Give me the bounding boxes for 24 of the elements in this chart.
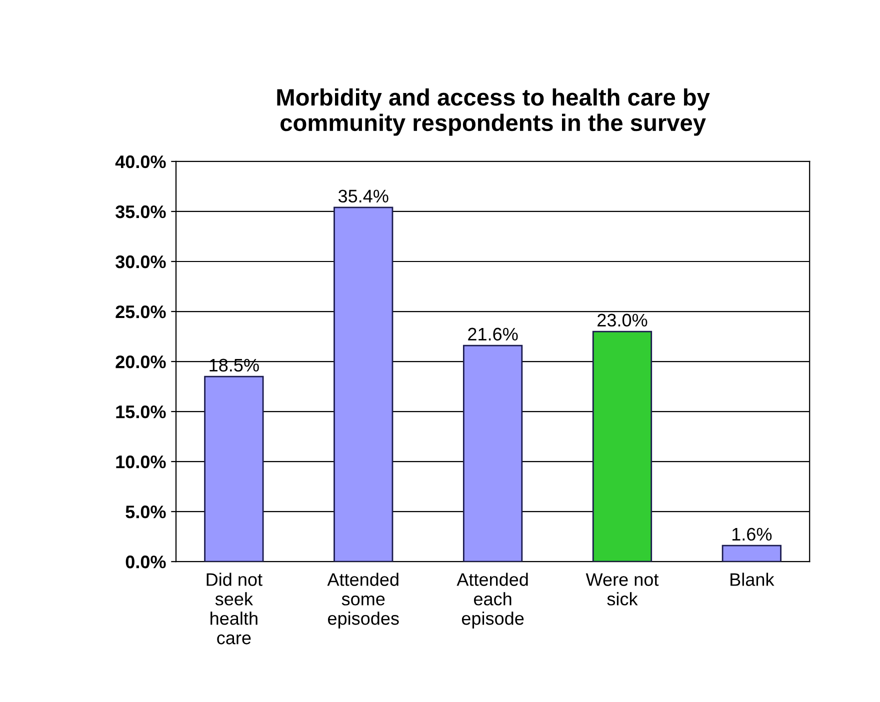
y-tick-label: 35.0% — [116, 205, 166, 218]
x-tick-label: Did not seek health care — [206, 572, 262, 644]
y-tick-label: 30.0% — [116, 255, 166, 268]
x-tick-label: Blank — [730, 572, 774, 586]
chart-title: Morbidity and access to health care by community respondents in the survey — [277, 88, 710, 136]
y-tick-label: 20.0% — [116, 355, 166, 368]
y-tick-label: 10.0% — [116, 456, 166, 468]
y-tick-label: 0.0% — [126, 556, 166, 568]
data-label: 35.4% — [338, 190, 388, 203]
bar — [204, 376, 264, 562]
data-label: 1.6% — [732, 528, 772, 541]
bar — [722, 544, 782, 562]
bar — [334, 206, 394, 562]
bar — [462, 344, 523, 562]
bar — [592, 330, 652, 562]
y-tick-label: 15.0% — [116, 405, 166, 418]
x-tick-label: Were not sick — [586, 573, 659, 606]
y-tick-label: 25.0% — [116, 305, 166, 318]
data-label: 23.0% — [598, 314, 648, 327]
x-tick-label: Attended some episodes — [327, 572, 399, 628]
y-tick-label: 40.0% — [115, 155, 166, 168]
data-label: 21.6% — [468, 328, 518, 341]
y-tick-label: 5.0% — [126, 506, 166, 518]
x-tick-label: Attended each episode — [456, 572, 528, 628]
